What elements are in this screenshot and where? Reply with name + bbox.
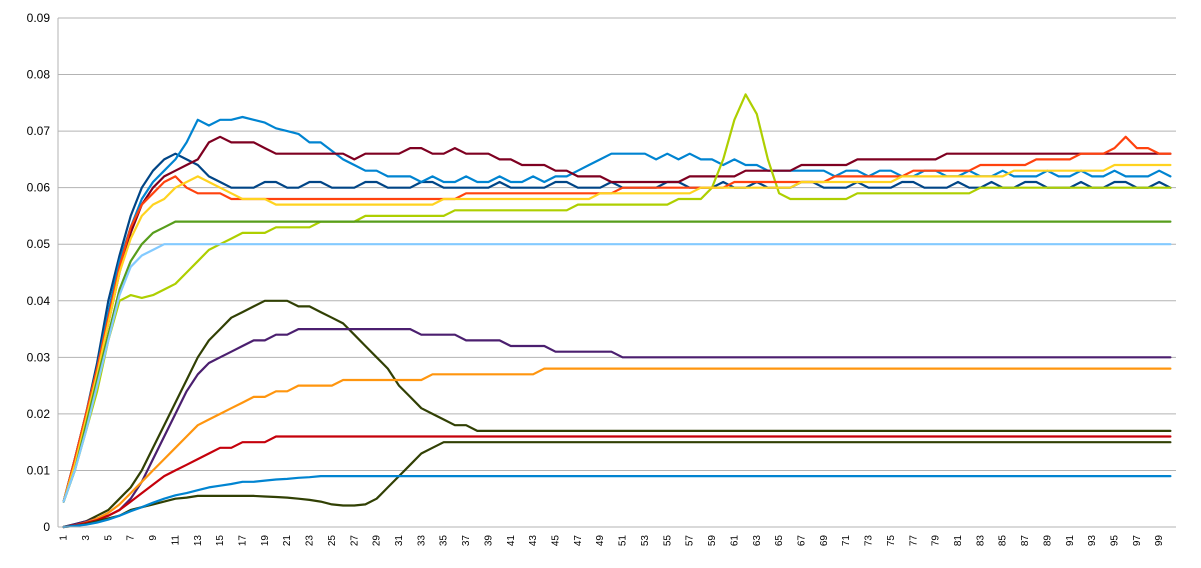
x-tick-label: 41	[506, 535, 517, 547]
series-line	[62, 220, 1172, 503]
x-tick-label: 99	[1154, 535, 1165, 547]
x-tick-label: 21	[282, 535, 293, 547]
x-tick-label: 73	[864, 535, 875, 547]
x-tick-label: 35	[439, 535, 450, 547]
x-tick-label: 85	[998, 535, 1009, 547]
x-tick-label: 37	[461, 535, 472, 547]
x-tick-label: 5	[103, 535, 114, 541]
x-tick-label: 39	[483, 535, 494, 547]
series-lines	[62, 93, 1172, 529]
x-tick-label: 89	[1042, 535, 1053, 547]
x-tick-label: 79	[931, 535, 942, 547]
x-tick-label: 29	[372, 535, 383, 547]
x-tick-label: 55	[662, 535, 673, 547]
x-axis-ticks: 1 3 5 7 9 11 13 15 17 19 21 23 25 27 29 31 33 35 37 39 41 43 4…	[59, 535, 1166, 547]
series-line	[62, 163, 1172, 503]
x-tick-label: 1	[59, 535, 70, 541]
series-line	[62, 152, 1172, 503]
series-line	[62, 435, 1172, 529]
x-tick-label: 61	[729, 535, 740, 547]
series-line	[62, 93, 1172, 503]
x-tick-label: 23	[305, 535, 316, 547]
y-tick-label: 0.08	[27, 68, 51, 82]
series-line	[62, 299, 1172, 529]
x-tick-label: 77	[908, 535, 919, 547]
x-tick-label: 45	[551, 535, 562, 547]
x-tick-label: 43	[528, 535, 539, 547]
x-tick-label: 59	[707, 535, 718, 547]
x-tick-label: 33	[416, 535, 427, 547]
x-tick-label: 47	[573, 535, 584, 547]
y-tick-label: 0.07	[27, 124, 51, 138]
y-tick-label: 0.02	[27, 407, 51, 421]
x-tick-label: 65	[774, 535, 785, 547]
x-tick-label: 7	[126, 535, 137, 541]
y-axis-ticks: 0 0.01 0.02 0.03 0.04 0.05 0.06 0.07 0.08 0.09	[27, 11, 51, 534]
x-tick-label: 69	[819, 535, 830, 547]
y-tick-label: 0.05	[27, 237, 51, 251]
x-tick-label: 63	[752, 535, 763, 547]
x-tick-label: 31	[394, 535, 405, 547]
x-tick-label: 9	[148, 535, 159, 541]
x-tick-label: 25	[327, 535, 338, 547]
x-tick-label: 81	[953, 535, 964, 547]
x-tick-label: 57	[685, 535, 696, 547]
x-tick-label: 27	[349, 535, 360, 547]
y-tick-label: 0.01	[27, 463, 51, 477]
x-tick-label: 3	[81, 535, 92, 541]
x-tick-label: 15	[215, 535, 226, 547]
x-tick-label: 19	[260, 535, 271, 547]
x-tick-label: 93	[1087, 535, 1098, 547]
x-tick-label: 11	[170, 535, 181, 546]
x-tick-label: 67	[796, 535, 807, 547]
series-line	[62, 367, 1172, 529]
x-tick-label: 91	[1065, 535, 1076, 547]
x-tick-label: 83	[975, 535, 986, 547]
x-tick-label: 13	[193, 535, 204, 547]
x-tick-label: 17	[237, 535, 248, 547]
series-line	[62, 475, 1172, 529]
gridlines	[58, 17, 1176, 528]
y-tick-label: 0.04	[27, 294, 51, 308]
y-tick-label: 0	[43, 520, 50, 534]
series-line	[62, 328, 1172, 529]
x-tick-label: 51	[618, 535, 629, 547]
x-tick-label: 75	[886, 535, 897, 547]
y-tick-label: 0.03	[27, 350, 51, 364]
series-line	[62, 441, 1172, 529]
x-tick-label: 97	[1132, 535, 1143, 547]
y-tick-label: 0.06	[27, 181, 51, 195]
x-tick-label: 53	[640, 535, 651, 547]
y-tick-label: 0.09	[27, 11, 51, 25]
x-tick-label: 87	[1020, 535, 1031, 547]
axes	[57, 18, 1176, 528]
series-line	[62, 243, 1172, 503]
series-line	[62, 135, 1172, 503]
x-tick-label: 71	[841, 535, 852, 547]
x-tick-label: 49	[595, 535, 606, 547]
x-tick-label: 95	[1110, 535, 1121, 547]
